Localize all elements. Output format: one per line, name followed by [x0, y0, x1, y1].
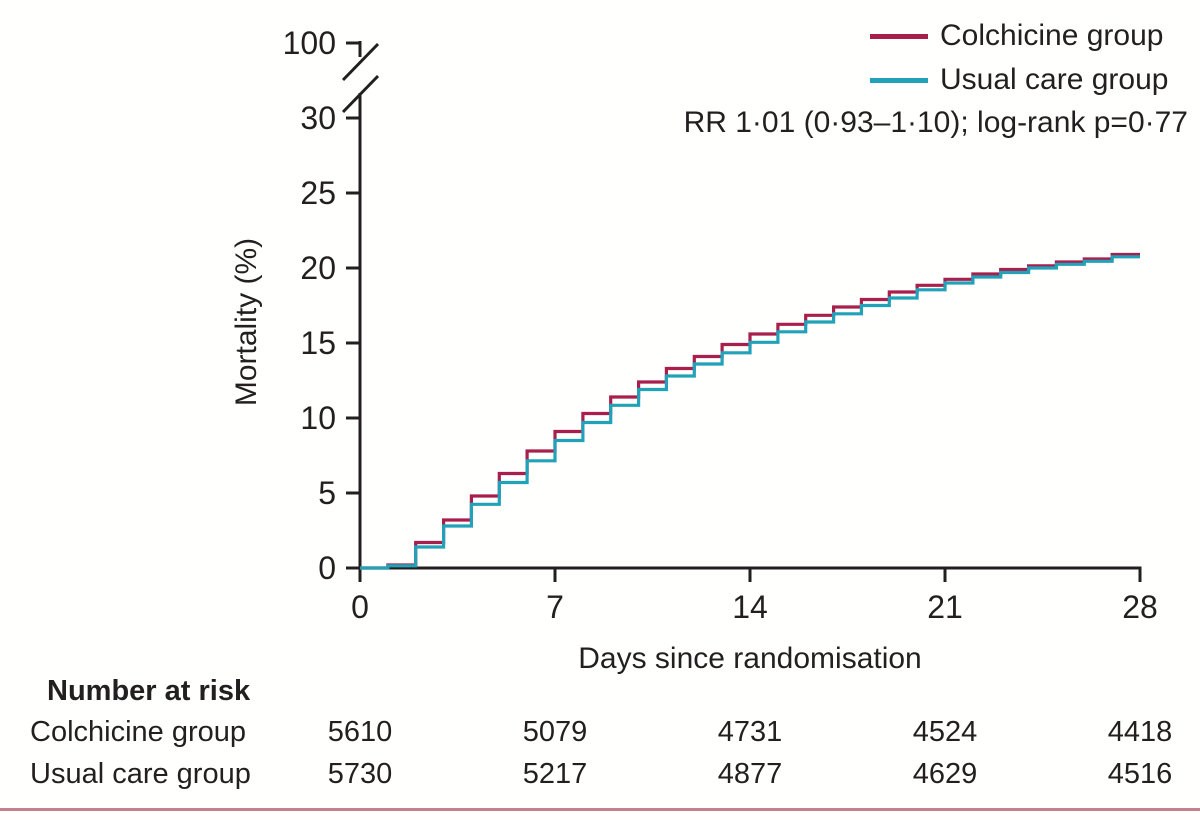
legend-label-colchicine: Colchicine group — [940, 19, 1164, 52]
bottom-rule — [0, 808, 1200, 811]
risk-value: 5217 — [522, 758, 588, 790]
risk-value: 4731 — [717, 716, 783, 748]
risk-ratio-annotation: RR 1·01 (0·93–1·10); log-rank p=0·77 — [683, 106, 1188, 139]
risk-value: 5730 — [327, 758, 393, 790]
risk-value: 4418 — [1107, 716, 1173, 748]
risk-row-label-usual-care: Usual care group — [30, 758, 251, 790]
risk-value: 4877 — [717, 758, 783, 790]
axis-ticks — [346, 41, 1142, 582]
y-tick-label: 10 — [300, 400, 336, 436]
colchicine-line-swatch-icon — [870, 33, 928, 39]
y-tick-label: 15 — [300, 325, 336, 361]
x-tick-label: 14 — [732, 589, 768, 625]
x-axis-title: Days since randomisation — [578, 642, 922, 675]
risk-row-usual-care: Usual care group 5730 5217 4877 4629 4516 — [0, 758, 1200, 794]
y-tick-label: 25 — [300, 175, 336, 211]
axis-break-slash-1 — [341, 42, 380, 82]
y-tick-label: 100 — [282, 25, 336, 61]
risk-row-colchicine: Colchicine group 5610 5079 4731 4524 4418 — [0, 716, 1200, 752]
x-tick-label: 7 — [546, 589, 564, 625]
y-tick-label: 30 — [300, 100, 336, 136]
y-tick-label: 20 — [300, 250, 336, 286]
legend-item-usual-care: Usual care group — [870, 63, 1168, 97]
number-at-risk-header: Number at risk — [47, 675, 251, 707]
y-tick-label: 0 — [318, 550, 336, 586]
risk-value: 5610 — [327, 716, 393, 748]
curve-0 — [360, 252, 1140, 570]
x-tick-label: 0 — [351, 589, 369, 625]
risk-value: 4516 — [1107, 758, 1173, 790]
x-tick-label: 21 — [927, 589, 963, 625]
risk-value: 4524 — [912, 716, 978, 748]
x-tick-label: 28 — [1122, 589, 1158, 625]
risk-value: 4629 — [912, 758, 978, 790]
legend-item-colchicine: Colchicine group — [870, 19, 1163, 53]
legend-label-usual-care: Usual care group — [940, 63, 1169, 96]
usual-care-line-swatch-icon — [870, 77, 928, 83]
curve-1 — [360, 255, 1140, 570]
risk-row-label-colchicine: Colchicine group — [30, 716, 247, 748]
y-tick-label: 5 — [318, 475, 336, 511]
risk-value: 5079 — [522, 716, 588, 748]
